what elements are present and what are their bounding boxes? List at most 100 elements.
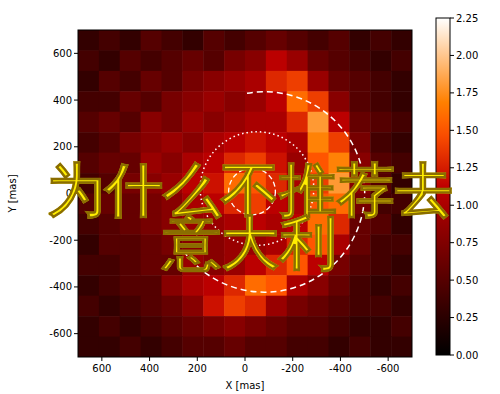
cell <box>203 30 224 51</box>
cell <box>120 71 141 92</box>
cell <box>266 296 287 317</box>
cell <box>99 71 120 92</box>
colorbar-tick <box>450 18 454 19</box>
cell <box>245 30 266 51</box>
cell <box>141 275 162 296</box>
cell <box>370 132 391 153</box>
x-tick <box>101 357 102 361</box>
cell <box>287 112 308 133</box>
y-axis-label: Y [mas] <box>7 174 18 213</box>
colorbar-tick <box>450 280 454 281</box>
x-tick <box>292 357 293 361</box>
x-tick-label: -200 <box>281 363 304 374</box>
cell <box>370 112 391 133</box>
cell <box>349 112 370 133</box>
y-tick-label: -600 <box>49 328 72 339</box>
colorbar-tick-label: 0.75 <box>456 237 478 248</box>
cell <box>370 71 391 92</box>
x-tick <box>197 357 198 361</box>
cell <box>370 337 391 357</box>
cell <box>162 91 183 112</box>
cell <box>266 337 287 357</box>
cell <box>162 337 183 357</box>
cell <box>370 296 391 317</box>
cell <box>349 275 370 296</box>
cell <box>349 296 370 317</box>
cell <box>370 30 391 51</box>
cell <box>370 255 391 276</box>
cell <box>266 71 287 92</box>
cell <box>99 316 120 337</box>
cell <box>391 112 412 133</box>
cell <box>245 132 266 153</box>
cell <box>266 30 287 51</box>
cell <box>349 91 370 112</box>
y-tick-label: 600 <box>53 48 72 59</box>
cell <box>99 132 120 153</box>
colorbar-tick <box>450 355 454 356</box>
cell <box>391 91 412 112</box>
cell <box>99 337 120 357</box>
cell <box>120 296 141 317</box>
colorbar-tick-label: 1.75 <box>456 87 478 98</box>
cell <box>224 71 245 92</box>
x-tick <box>149 357 150 361</box>
cell <box>329 112 350 133</box>
cell <box>120 337 141 357</box>
cell <box>329 296 350 317</box>
cell <box>287 50 308 71</box>
cell <box>391 132 412 153</box>
y-tick-label: -200 <box>49 235 72 246</box>
cell <box>391 50 412 71</box>
colorbar-tick-label: 0.00 <box>456 350 478 361</box>
chart: 6004002000-200-400-600-600-400-200020040… <box>0 0 500 394</box>
cell <box>391 337 412 357</box>
cell <box>224 296 245 317</box>
cell <box>78 91 99 112</box>
x-tick-label: -400 <box>329 363 352 374</box>
cell <box>203 91 224 112</box>
cell <box>266 50 287 71</box>
cell <box>141 316 162 337</box>
cell <box>120 316 141 337</box>
cell <box>224 112 245 133</box>
cell <box>203 296 224 317</box>
cell <box>245 316 266 337</box>
cell <box>245 50 266 71</box>
cell <box>203 71 224 92</box>
colorbar-tick <box>450 130 454 131</box>
colorbar-tick-label: 1.25 <box>456 162 478 173</box>
colorbar-tick-label: 1.00 <box>456 200 478 211</box>
cell <box>182 30 203 51</box>
cell <box>266 91 287 112</box>
cell <box>78 275 99 296</box>
cell <box>329 50 350 71</box>
cell <box>99 275 120 296</box>
y-tick-label: -400 <box>49 281 72 292</box>
colorbar-tick <box>450 92 454 93</box>
x-tick <box>340 357 341 361</box>
colorbar-tick-label: 2.00 <box>456 50 478 61</box>
cell <box>329 316 350 337</box>
y-tick <box>74 53 78 54</box>
cell <box>224 91 245 112</box>
cell <box>245 296 266 317</box>
y-tick-label: 400 <box>53 95 72 106</box>
cell <box>308 316 329 337</box>
cell <box>349 316 370 337</box>
background <box>0 0 500 394</box>
cell <box>329 337 350 357</box>
cell <box>287 296 308 317</box>
cell <box>203 337 224 357</box>
cell <box>203 132 224 153</box>
x-tick-label: 0 <box>242 363 248 374</box>
cell <box>245 337 266 357</box>
cell <box>162 30 183 51</box>
y-tick <box>74 100 78 101</box>
cell <box>141 296 162 317</box>
cell <box>308 91 329 112</box>
cell <box>141 91 162 112</box>
cell <box>245 275 266 296</box>
cell <box>308 132 329 153</box>
colorbar-tick-label: 2.25 <box>456 13 478 24</box>
